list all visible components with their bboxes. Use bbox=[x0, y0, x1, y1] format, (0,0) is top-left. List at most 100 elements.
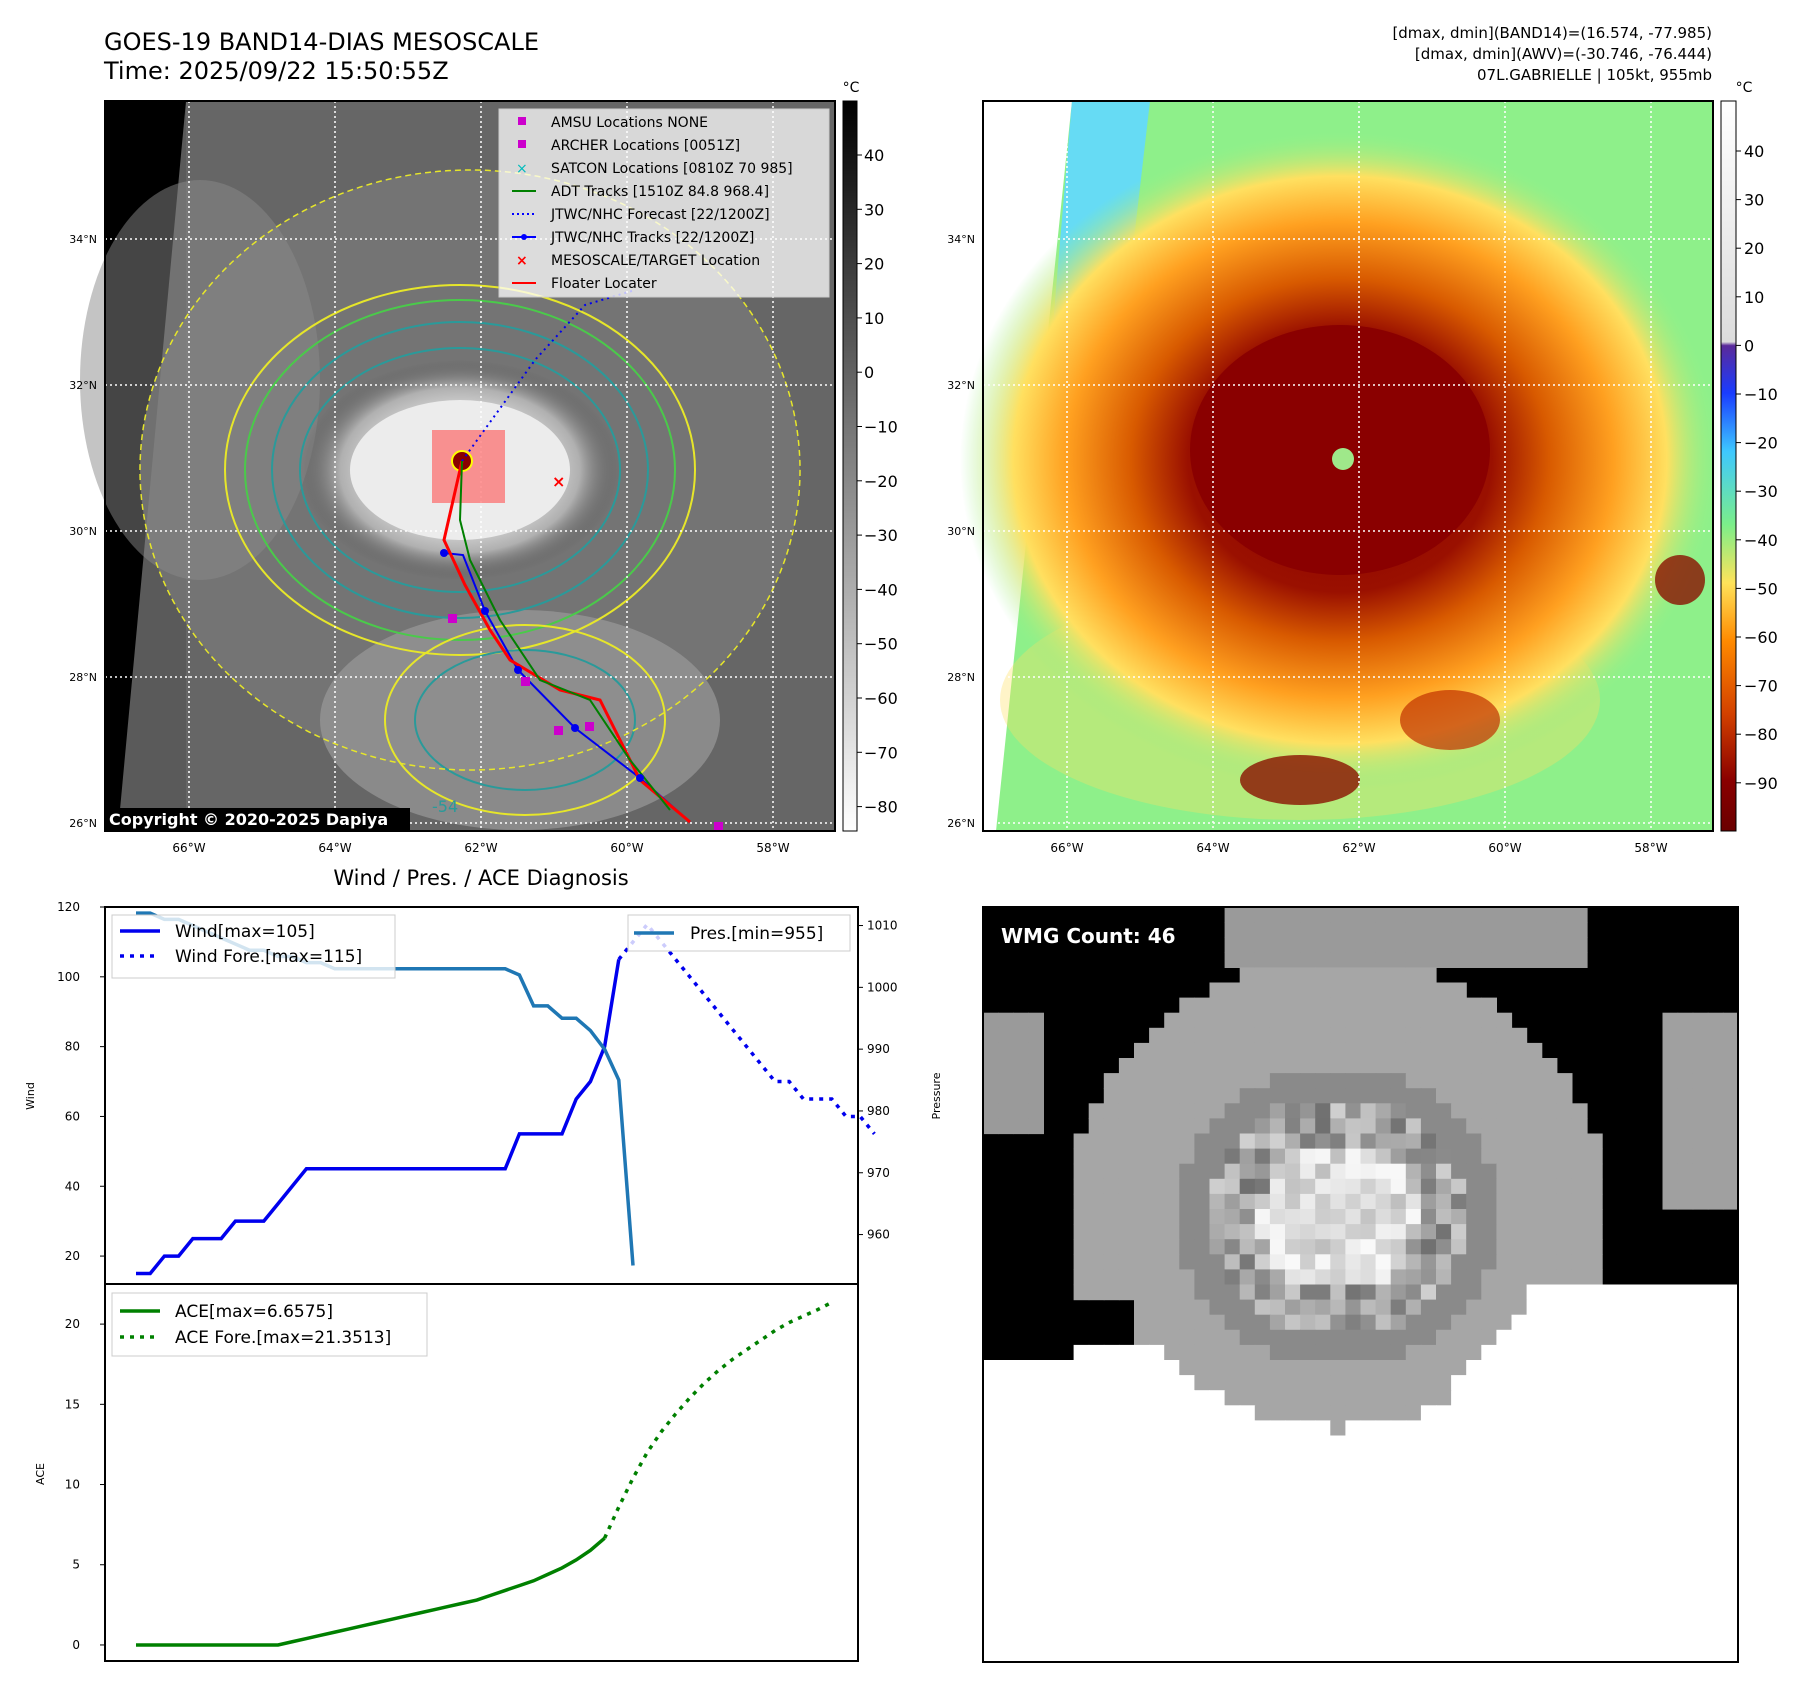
lat-label: 32°N bbox=[69, 379, 97, 392]
wind-tick: 40 bbox=[65, 1179, 80, 1193]
legend-label: MESOSCALE/TARGET Location bbox=[551, 253, 760, 269]
svg-text:×: × bbox=[552, 472, 565, 491]
lat-label: 26°N bbox=[69, 817, 97, 830]
legend-marker: × bbox=[516, 161, 528, 177]
pressure-tick: 980 bbox=[867, 1104, 890, 1118]
lon-label: 64°W bbox=[1196, 841, 1229, 855]
colorbar-tick: −80 bbox=[1744, 725, 1778, 744]
colorbar-tick: −60 bbox=[1744, 628, 1778, 647]
storm-info: 07L.GABRIELLE | 105kt, 955mb bbox=[1477, 66, 1712, 84]
colorbar-tick: 10 bbox=[1744, 288, 1764, 307]
wind-axis-label: Wind bbox=[24, 1082, 37, 1110]
wind-tick: 20 bbox=[65, 1249, 80, 1263]
wmg-count: WMG Count: 46 bbox=[1001, 924, 1176, 948]
pressure-tick: 970 bbox=[867, 1166, 890, 1180]
legend-label: ARCHER Locations [0051Z] bbox=[551, 138, 740, 154]
legend-marker bbox=[521, 234, 527, 240]
wmg-panel: WMG Count: 46 bbox=[982, 906, 1739, 1663]
series-wind-fore- bbox=[617, 921, 876, 1136]
lat-label: 28°N bbox=[69, 671, 97, 684]
ace-tick: 15 bbox=[65, 1397, 80, 1411]
lat-label: 28°N bbox=[947, 671, 975, 684]
color-map-panel bbox=[960, 100, 1720, 832]
lat-label: 30°N bbox=[947, 525, 975, 538]
stats-awv: [dmax, dmin](AWV)=(-30.746, -76.444) bbox=[1415, 45, 1712, 63]
colorbar-tick: −20 bbox=[864, 472, 898, 491]
colorbar-tick: −40 bbox=[864, 580, 898, 599]
colorbar-tick: −10 bbox=[864, 418, 898, 437]
legend-label: Wind Fore.[max=115] bbox=[175, 947, 362, 967]
lat-label: 34°N bbox=[947, 233, 975, 246]
legend-label: JTWC/NHC Tracks [22/1200Z] bbox=[550, 230, 754, 246]
series-wind bbox=[136, 959, 621, 1276]
ace-chart: 0 5 10 15 20 ACE[max=6.6575] ACE Fore.[max=21.… bbox=[65, 1283, 859, 1662]
colorbar-color-unit: °C bbox=[1736, 80, 1753, 96]
pressure-tick: 1000 bbox=[867, 980, 898, 994]
colorbar-tick: 10 bbox=[864, 309, 884, 328]
figure-title: GOES-19 BAND14-DIAS MESOSCALE bbox=[104, 28, 539, 56]
contour-label: -54 bbox=[432, 797, 458, 816]
legend-label: AMSU Locations NONE bbox=[551, 115, 708, 131]
pressure-tick: 990 bbox=[867, 1042, 890, 1056]
map-axis-labels: 34°N 32°N 30°N 28°N 26°N 66°W 64°W 62°W 60°W 58°W… bbox=[69, 233, 1667, 855]
wind-tick: 60 bbox=[65, 1109, 80, 1123]
ace-tick: 0 bbox=[72, 1638, 80, 1652]
series-ace bbox=[136, 1536, 606, 1647]
chart-title: Wind / Pres. / ACE Diagnosis bbox=[333, 866, 628, 890]
legend-label: Floater Locater bbox=[551, 276, 657, 292]
lon-label: 62°W bbox=[1342, 841, 1375, 855]
colorbar-tick: −50 bbox=[864, 635, 898, 654]
wind-tick: 120 bbox=[57, 900, 80, 914]
colorbar-tick: −30 bbox=[864, 526, 898, 545]
legend-label: ACE Fore.[max=21.3513] bbox=[175, 1328, 391, 1348]
map-legend: AMSU Locations NONE ARCHER Locations [005… bbox=[498, 108, 830, 298]
legend-marker: × bbox=[516, 253, 528, 269]
colorbar-tick: 30 bbox=[1744, 191, 1764, 210]
legend-label: Wind[max=105] bbox=[175, 922, 315, 942]
colorbar-tick: 40 bbox=[864, 146, 884, 165]
lon-label: 64°W bbox=[318, 841, 351, 855]
stats-band14: [dmax, dmin](BAND14)=(16.574, -77.985) bbox=[1392, 24, 1712, 42]
lat-label: 30°N bbox=[69, 525, 97, 538]
legend-marker bbox=[518, 117, 526, 125]
legend-label: JTWC/NHC Forecast [22/1200Z] bbox=[550, 207, 770, 223]
pressure-tick: 960 bbox=[867, 1228, 890, 1242]
lat-label: 34°N bbox=[69, 233, 97, 246]
colorbar-tick: 0 bbox=[864, 363, 874, 382]
colorbar-tick: −80 bbox=[864, 798, 898, 817]
colorbar-tick: −10 bbox=[1744, 385, 1778, 404]
colorbar-tick: 40 bbox=[1744, 142, 1764, 161]
ace-tick: 5 bbox=[72, 1558, 80, 1572]
colorbar-tick: −50 bbox=[1744, 579, 1778, 598]
wind-pressure-chart: 20 40 60 80 100 120 960 970 980 990 1000 1010 Wind[m… bbox=[57, 900, 898, 1285]
colorbar-tick: 0 bbox=[1744, 336, 1754, 355]
copyright: Copyright © 2020-2025 Dapiya bbox=[109, 810, 388, 829]
colorbar-gray: °C 40 30 20 10 0 −10 −20 −30 −40 −50 −60 −70 −80 bbox=[842, 80, 898, 832]
lon-label: 58°W bbox=[756, 841, 789, 855]
figure-time: Time: 2025/09/22 15:50:55Z bbox=[103, 57, 449, 85]
lat-label: 26°N bbox=[947, 817, 975, 830]
colorbar-gray-unit: °C bbox=[843, 80, 860, 96]
colorbar-tick: −40 bbox=[1744, 531, 1778, 550]
legend-label: ACE[max=6.6575] bbox=[175, 1302, 333, 1322]
colorbar-tick: 20 bbox=[1744, 239, 1764, 258]
lon-label: 60°W bbox=[1488, 841, 1521, 855]
ir-map-panel: × -54 AMSU Locations NONE ARCHER Location… bbox=[80, 100, 836, 832]
legend-marker bbox=[518, 140, 526, 148]
ace-tick: 20 bbox=[65, 1317, 80, 1331]
pressure-axis-label: Pressure bbox=[930, 1072, 943, 1119]
colorbar-color: °C 40 30 20 10 0 −10 −20 −30 −40 −50 −60 −70 −80 −90 bbox=[1720, 80, 1778, 832]
colorbar-tick: −70 bbox=[864, 743, 898, 762]
legend-label: ADT Tracks [1510Z 84.8 968.4] bbox=[551, 184, 769, 200]
lon-label: 62°W bbox=[464, 841, 497, 855]
wind-tick: 100 bbox=[57, 970, 80, 984]
lat-label: 32°N bbox=[947, 379, 975, 392]
colorbar-tick: 20 bbox=[864, 255, 884, 274]
wind-tick: 80 bbox=[65, 1040, 80, 1054]
colorbar-tick: 30 bbox=[864, 200, 884, 219]
lon-label: 58°W bbox=[1634, 841, 1667, 855]
lon-label: 66°W bbox=[1050, 841, 1083, 855]
legend-label: Pres.[min=955] bbox=[690, 924, 823, 944]
ace-tick: 10 bbox=[65, 1478, 80, 1492]
